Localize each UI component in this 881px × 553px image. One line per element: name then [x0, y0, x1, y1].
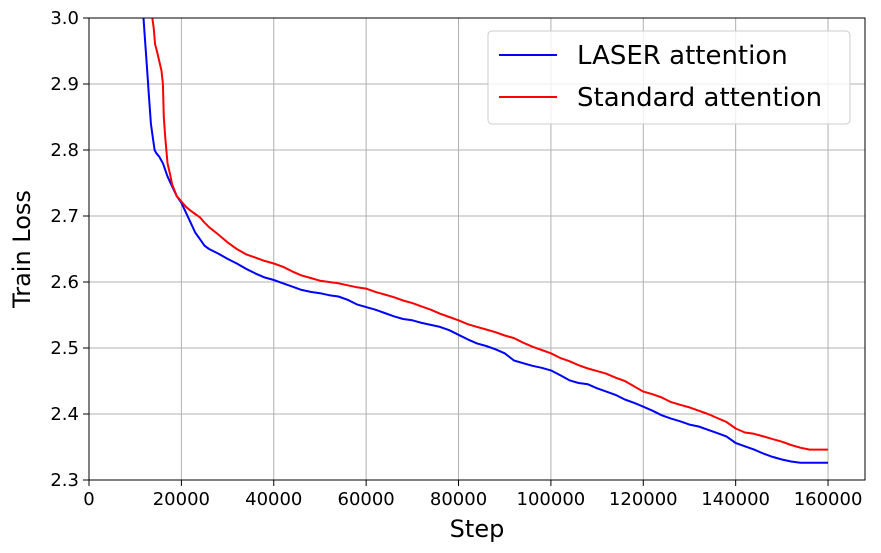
- x-axis-ticks: 0 20000 40000 60000 80000 100000 120000 140000 1…: [83, 480, 862, 510]
- y-tick-label: 2.9: [50, 74, 79, 95]
- x-tick-label: 80000: [430, 489, 487, 510]
- series-lines: [142, 17, 828, 464]
- legend-box: [487, 30, 851, 125]
- x-tick-label: 60000: [338, 489, 395, 510]
- x-tick-label: 120000: [609, 489, 678, 510]
- legend: LASER attention Standard attention: [487, 30, 851, 125]
- laser-attention-line: [142, 17, 828, 464]
- y-axis-label: Train Loss: [8, 190, 36, 309]
- y-axis-ticks: 2.3 2.4 2.5 2.6 2.7 2.8 2.9 3.0: [50, 8, 89, 491]
- y-tick-label: 2.8: [50, 140, 79, 161]
- x-tick-label: 140000: [701, 489, 770, 510]
- legend-label-standard: Standard attention: [577, 83, 822, 113]
- standard-attention-line: [151, 17, 828, 451]
- legend-label-laser: LASER attention: [577, 41, 788, 71]
- y-tick-label: 2.5: [50, 338, 79, 359]
- x-tick-label: 40000: [245, 489, 302, 510]
- y-tick-label: 2.6: [50, 272, 79, 293]
- x-axis-label: Step: [450, 515, 505, 543]
- y-tick-label: 3.0: [50, 8, 79, 29]
- x-tick-label: 160000: [794, 489, 863, 510]
- y-tick-label: 2.7: [50, 206, 79, 227]
- y-tick-label: 2.4: [50, 404, 79, 425]
- x-tick-label: 0: [83, 489, 94, 510]
- x-tick-label: 20000: [153, 489, 210, 510]
- y-tick-label: 2.3: [50, 470, 79, 491]
- x-tick-label: 100000: [517, 489, 586, 510]
- plot-area-frame: [88, 17, 866, 481]
